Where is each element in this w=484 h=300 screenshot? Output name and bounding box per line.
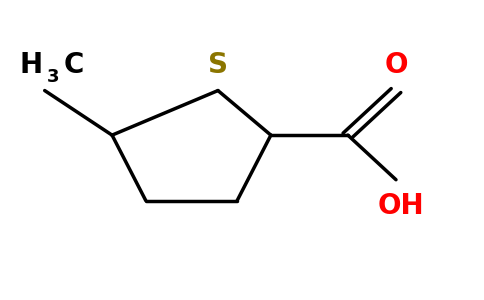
Text: S: S (208, 51, 228, 79)
Text: 3: 3 (47, 68, 60, 86)
Text: C: C (64, 51, 84, 79)
Text: O: O (384, 51, 408, 79)
Text: OH: OH (378, 192, 424, 220)
Text: H: H (19, 51, 42, 79)
